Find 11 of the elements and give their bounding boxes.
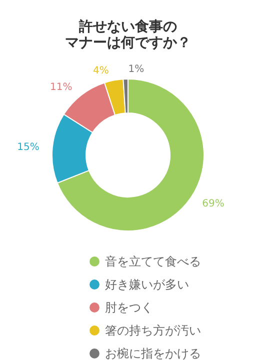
legend-label: 肘をつく xyxy=(105,300,153,314)
legend-label: 箸の持ち方が汚い xyxy=(105,324,201,338)
data-label: 4% xyxy=(93,66,109,77)
legend-label: お椀に指をかける xyxy=(105,346,201,360)
data-label: 11% xyxy=(50,82,72,94)
chart-title: 許せない食事のマナーは何ですか？ xyxy=(65,18,191,51)
data-label: 1% xyxy=(128,64,144,76)
data-label: 69% xyxy=(202,198,224,210)
legend-label: 音を立てて食べる xyxy=(105,254,201,268)
legend-label: 好き嫌いが多い xyxy=(105,278,189,292)
data-label: 15% xyxy=(17,142,40,153)
